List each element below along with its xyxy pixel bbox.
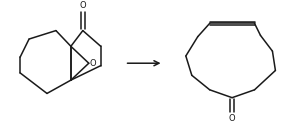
Text: O: O xyxy=(89,59,96,68)
Text: O: O xyxy=(229,114,236,123)
Text: O: O xyxy=(80,1,86,10)
